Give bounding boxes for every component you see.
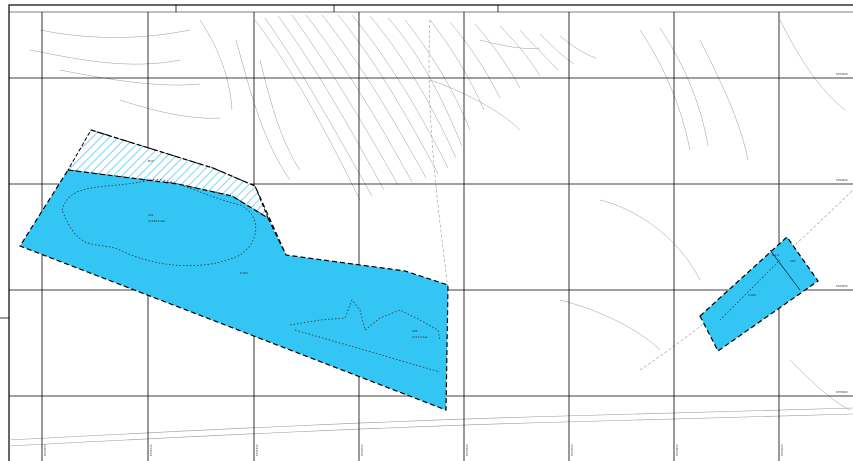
grid-label-right: 6783000 (836, 390, 848, 394)
grid-label-bottom: 6752500 (465, 444, 469, 456)
point-label: H-400 (748, 293, 756, 297)
area-ao1[interactable] (19, 169, 449, 411)
area-ao3-inner-line (769, 249, 801, 291)
area-ao1-label: AO1 (148, 213, 154, 217)
grid-labels-bottom: 6750500 6751000 6751500 6752000 6752500 … (43, 444, 784, 456)
grid-label-bottom: 6750500 (43, 444, 47, 456)
area-ao2-label: AO2 (412, 329, 418, 333)
grid-label-bottom: 6751500 (255, 444, 259, 456)
point-label: M13 (148, 159, 154, 163)
area-ao1-area: A=199.9 daa (148, 219, 165, 223)
grid-label-right: 6783500 (836, 284, 848, 288)
grid-labels-right: 6784500 6784000 6783500 6783000 (836, 72, 848, 394)
grid-label-bottom: 6753000 (570, 444, 574, 456)
grid-label-right: 6784000 (836, 178, 848, 182)
area-ao3-label: AO3 (790, 259, 796, 263)
grid-label-bottom: 6753500 (675, 444, 679, 456)
zone-boundary (90, 129, 287, 256)
point-label: H-303 (240, 271, 248, 275)
grid-label-bottom: 6754000 (780, 444, 784, 456)
grid-label-right: 6784500 (836, 72, 848, 76)
area-ao2-area: A=17.1 daa (412, 335, 428, 339)
area-ao3[interactable] (699, 236, 819, 352)
internal-dotted-lines (61, 179, 781, 373)
grid-label-bottom: 6751000 (149, 444, 153, 456)
grid-label-bottom: 6752000 (360, 444, 364, 456)
map-frame (8, 4, 853, 461)
point-label: N-1.3 (772, 253, 779, 257)
road-lines (8, 19, 853, 447)
frame-ticks (0, 5, 499, 319)
